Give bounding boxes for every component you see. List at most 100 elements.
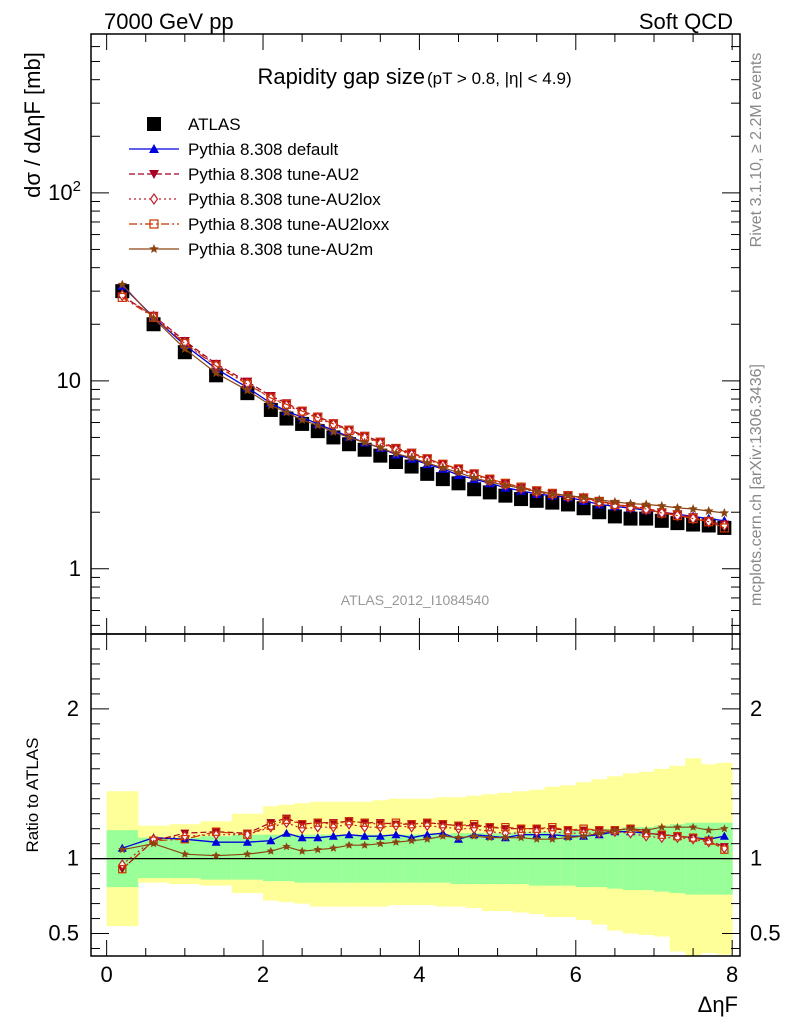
ratio-pythia-8-308-tune-au2lox-point [243,829,252,841]
atlas-point [467,482,482,497]
pythia-8-308-tune-au2loxx-point [117,292,127,302]
stat-uncertainty-bin [263,834,280,882]
ratio-pythia-8-308-tune-au2m-point [501,833,510,842]
plot-subtitle: (pT > 0.8, |η| < 4.9) [427,69,572,88]
legend: ATLAS Pythia 8.308 default Pythia 8.308 tu… [129,115,390,259]
header-right-text: Soft QCD [639,9,733,34]
analysis-id-label: ATLAS_2012_I1084540 [341,592,490,608]
ratio-pythia-8-308-tune-au2loxx-point [657,830,667,839]
pythia-8-308-tune-au2m-point [672,502,683,512]
ratio-pythia-8-308-default-point [344,830,354,839]
ratio-pythia-8-308-default-point [360,831,370,840]
ratio-pythia-8-308-tune-au2m-point [329,843,338,852]
ratio-pythia-8-308-default-point [328,831,338,840]
header-left-text: 7000 GeV pp [104,9,234,34]
main-y-tick-label: 1 [69,556,81,581]
axis-ticks: 1 10 102 0.5 0.5 1 1 2 2 0 2 4 6 8 [48,33,781,987]
pythia-8-308-tune-au2loxx-point [672,510,683,521]
x-axis-label: ΔηF [698,992,738,1017]
ratio-pythia-8-308-tune-au2m-point [469,831,479,840]
ratio-pythia-8-308-tune-au2m-point [595,828,604,837]
x-tick-label: 6 [570,962,582,987]
ratio-y-tick-label-right: 1 [750,846,762,871]
pythia-8-308-tune-au2m-point [344,432,354,442]
pythia-8-308-tune-au2lox-line [121,294,725,527]
ratio-pythia-8-308-tune-au2m-point [422,834,432,843]
pythia-8-308-tune-au2m-point [453,467,464,477]
ratio-pythia-8-308-tune-au2m-point [673,822,682,831]
pythia-8-308-tune-au2m-point [313,420,323,430]
ratio-pythia-8-308-tune-au2m-point [149,839,158,848]
ratio-series-group [117,814,729,874]
pythia-8-308-tune-au2m-point [610,496,620,506]
ratio-pythia-8-308-tune-au2loxx-line [121,819,725,870]
ratio-pythia-8-308-tune-au2lox-point [392,820,400,832]
pythia-8-308-tune-au2m-point [117,279,127,289]
pythia-8-308-tune-au2m-point [547,489,558,499]
ratio-pythia-8-308-tune-au2m-point [360,840,369,849]
x-tick-label: 2 [257,962,269,987]
atlas-point [451,476,466,491]
x-tick-label: 0 [101,962,113,987]
atlas-point [435,472,450,487]
ratio-pythia-8-308-tune-au2m-point [688,822,698,831]
pythia-8-308-tune-au2m-point [242,385,253,395]
ratio-pythia-8-308-tune-au2loxx-point [704,836,713,845]
ratio-pythia-8-308-tune-au2m-point [438,831,448,840]
ratio-pythia-8-308-tune-au2loxx-point [454,821,463,830]
ratio-pythia-8-308-tune-au2m-point [485,833,495,842]
pythia-8-308-tune-au2m-point [180,343,190,353]
ratio-pythia-8-308-tune-au2m-point [657,822,667,831]
ratio-pythia-8-308-tune-au2lox-point [642,830,651,842]
ratio-pythia-8-308-default-point [266,836,276,845]
atlas-point [404,459,419,474]
mcplots-credit-label: mcplots.cern.ch [arXiv:1306.3436] [748,364,765,606]
pythia-8-308-tune-au2m-point [266,400,276,410]
ratio-y-tick-label-right: 0.5 [750,921,781,946]
ratio-pythia-8-308-tune-au2loxx-point [469,820,479,829]
pythia-8-308-tune-au2m-point [281,407,292,417]
ratio-pythia-8-308-default-point [391,830,401,839]
legend-pythia-8-308-tune-au2lox-marker [149,192,159,206]
ratio-pythia-8-308-tune-au2lox-point [360,821,369,833]
ratio-pythia-8-308-tune-au2loxx-point [313,818,322,827]
pythia-8-308-tune-au2m-point [469,472,479,482]
ratio-pythia-8-308-tune-au2m-point [407,836,416,845]
ratio-pythia-8-308-default-point [422,830,432,839]
pythia-8-308-tune-au2m-point [657,500,667,510]
ratio-pythia-8-308-tune-au2m-point [720,824,729,833]
ratio-pythia-8-308-tune-au2loxx-point [376,820,385,829]
legend-pythia-8-308-tune-au2-label: Pythia 8.308 tune-AU2 [188,165,359,184]
ratio-pythia-8-308-tune-au2loxx-point [391,818,401,827]
pythia-8-308-tune-au2m-point [704,506,714,516]
stat-uncertainty-bin [591,828,608,888]
main-ylabel-text: dσ / dΔηF [mb] [20,52,45,198]
legend-pythia-8-308-tune-au2loxx-marker [149,219,159,229]
ratio-pythia-8-308-tune-au2lox-point [118,859,127,871]
ratio-pythia-8-308-tune-au2m-point [376,839,385,848]
rivet-version-label: Rivet 3.1.10, ≥ 2.2M events [748,53,765,248]
ratio-uncertainty-bands [106,758,733,956]
ratio-pythia-8-308-tune-au2loxx-point [344,817,354,826]
ratio-pythia-8-308-tune-au2loxx-point [118,864,127,874]
pythia-8-308-tune-au2m-point [563,490,573,500]
pythia-8-308-tune-au2m-point [211,368,221,378]
pythia-8-308-tune-au2m-point [438,462,448,472]
pythia-8-308-default-line [121,285,725,522]
stat-uncertainty-bin [513,831,530,885]
legend-pythia-8-308-tune-au2m-label: Pythia 8.308 tune-AU2m [188,240,373,259]
atlas-point [607,509,622,524]
stat-uncertainty-bin [278,834,295,882]
legend-pythia-8-308-tune-au2loxx-label: Pythia 8.308 tune-AU2loxx [188,215,390,234]
pythia-8-308-tune-au2m-point [297,414,307,424]
ratio-pythia-8-308-default-point [375,831,385,840]
ratio-pythia-8-308-tune-au2loxx-point [407,820,416,829]
pythia-8-308-tune-au2m-point [641,499,651,509]
ratio-pythia-8-308-tune-au2loxx-point [423,818,432,827]
ratio-pythia-8-308-tune-au2loxx-point [516,824,526,833]
main-y-tick-label: 102 [48,178,81,205]
atlas-point [514,492,529,507]
ratio-pythia-8-308-tune-au2m-point [391,837,401,846]
main-ylabel: dσ / dΔηF [mb] [20,52,45,198]
ratio-pythia-8-308-tune-au2m-point [180,849,190,858]
